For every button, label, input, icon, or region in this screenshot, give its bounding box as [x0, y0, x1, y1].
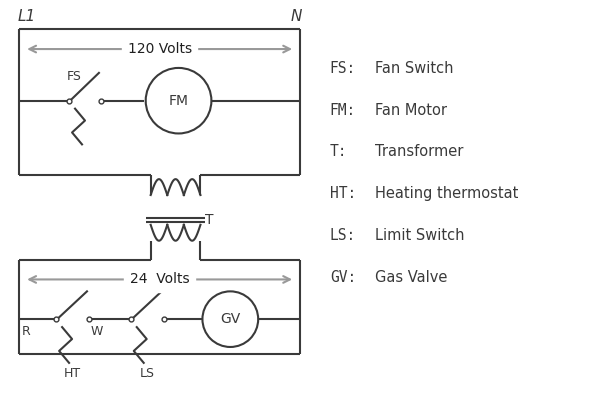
Text: LS:: LS:: [330, 228, 356, 243]
Text: HT:: HT:: [330, 186, 356, 201]
Text: GV:: GV:: [330, 270, 356, 284]
Text: FS: FS: [67, 70, 82, 83]
Text: FM: FM: [169, 94, 189, 108]
Text: Gas Valve: Gas Valve: [375, 270, 447, 284]
Text: LS: LS: [140, 367, 155, 380]
Text: Fan Switch: Fan Switch: [375, 61, 453, 76]
Text: T: T: [205, 213, 214, 227]
Text: Limit Switch: Limit Switch: [375, 228, 464, 243]
Text: 24  Volts: 24 Volts: [130, 272, 189, 286]
Text: GV: GV: [220, 312, 241, 326]
Text: FM:: FM:: [330, 103, 356, 118]
Text: W: W: [91, 325, 103, 338]
Text: Transformer: Transformer: [375, 144, 463, 159]
Text: T:: T:: [330, 144, 348, 159]
Text: 120 Volts: 120 Volts: [127, 42, 192, 56]
Text: Fan Motor: Fan Motor: [375, 103, 447, 118]
Text: HT: HT: [64, 367, 81, 380]
Text: FS:: FS:: [330, 61, 356, 76]
Text: L1: L1: [17, 9, 35, 24]
Text: R: R: [21, 325, 30, 338]
Text: Heating thermostat: Heating thermostat: [375, 186, 518, 201]
Text: N: N: [291, 9, 302, 24]
